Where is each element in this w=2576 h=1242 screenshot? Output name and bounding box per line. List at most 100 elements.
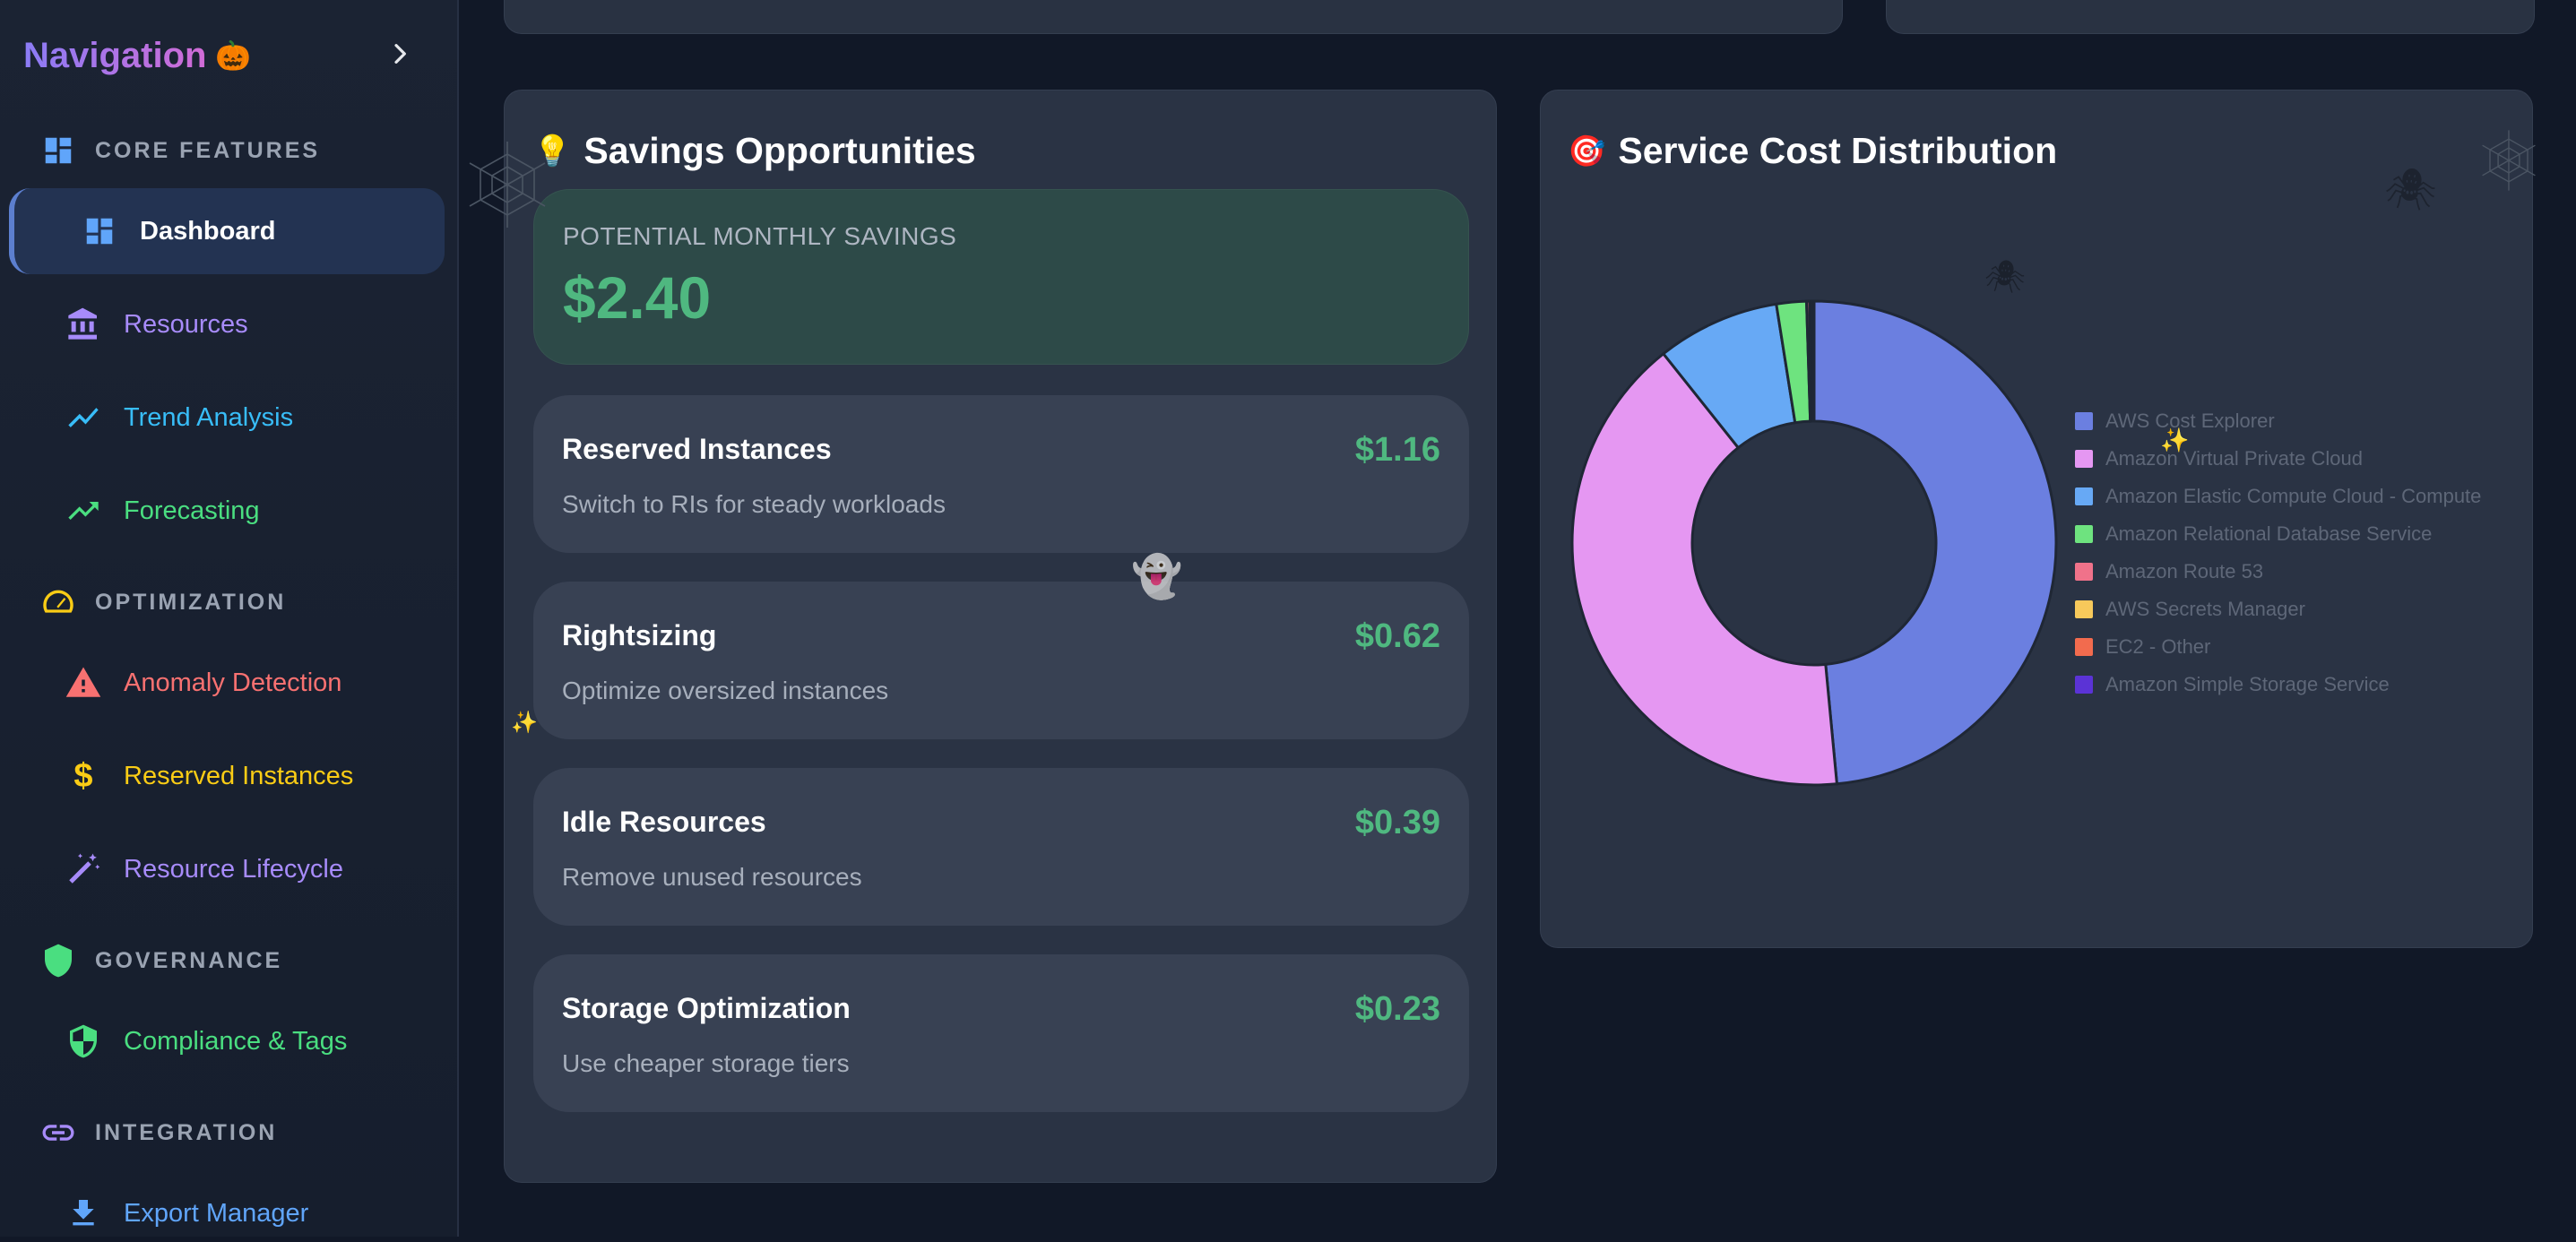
section-integration: INTEGRATION bbox=[39, 1111, 277, 1154]
legend-label: AWS Secrets Manager bbox=[2105, 598, 2305, 620]
sidebar-item-trend-analysis[interactable]: Trend Analysis bbox=[65, 389, 293, 446]
sidebar-item-dashboard[interactable]: Dashboard bbox=[9, 188, 445, 274]
opportunity-value: $0.39 bbox=[1354, 804, 1440, 841]
trend-line-icon bbox=[65, 399, 102, 436]
legend-swatch bbox=[2075, 638, 2093, 656]
opportunity-title: Reserved Instances bbox=[562, 433, 832, 465]
legend-label: Amazon Virtual Private Cloud bbox=[2105, 447, 2363, 470]
savings-card: 💡 Savings Opportunities POTENTIAL MONTHL… bbox=[504, 90, 1497, 1183]
sidebar: Navigation 🎃 CORE FEATURES Dashboard Res… bbox=[0, 0, 459, 1237]
opportunity-value: $1.16 bbox=[1354, 431, 1440, 469]
potential-savings-label: POTENTIAL MONTHLY SAVINGS bbox=[563, 222, 957, 250]
bank-icon bbox=[65, 306, 102, 343]
legend-item[interactable]: Amazon Elastic Compute Cloud - Compute bbox=[2075, 478, 2481, 515]
legend-item[interactable]: AWS Secrets Manager bbox=[2075, 591, 2481, 628]
donut-slice-1[interactable] bbox=[1570, 351, 1839, 787]
sidebar-item-compliance-tags[interactable]: Compliance & Tags bbox=[65, 1013, 347, 1070]
legend-swatch bbox=[2075, 412, 2093, 430]
top-card-left bbox=[504, 0, 1843, 34]
download-icon bbox=[65, 1195, 102, 1232]
opportunity-description: Use cheaper storage tiers bbox=[562, 1049, 850, 1077]
shield-half-icon bbox=[65, 1022, 102, 1060]
pumpkin-icon: 🎃 bbox=[215, 39, 251, 72]
sidebar-item-label: Resources bbox=[124, 309, 248, 339]
speedometer-icon bbox=[39, 583, 77, 621]
section-label: OPTIMIZATION bbox=[95, 589, 287, 615]
opportunity-value: $0.23 bbox=[1354, 990, 1440, 1028]
opportunity-reserved-instances[interactable]: Reserved Instances Switch to RIs for ste… bbox=[533, 395, 1469, 553]
section-core-features: CORE FEATURES bbox=[39, 129, 320, 172]
sidebar-title: Navigation bbox=[23, 32, 206, 79]
potential-savings-value: $2.40 bbox=[563, 264, 712, 331]
ghost-icon: 👻 bbox=[1131, 553, 1183, 599]
legend-label: Amazon Simple Storage Service bbox=[2105, 673, 2390, 695]
shield-icon bbox=[39, 942, 77, 979]
top-card-right bbox=[1886, 0, 2535, 34]
spider-icon: 🕷 bbox=[1984, 258, 2026, 295]
magic-wand-icon bbox=[65, 850, 102, 888]
potential-savings-panel: POTENTIAL MONTHLY SAVINGS $2.40 bbox=[533, 189, 1469, 365]
opportunity-storage-optimization[interactable]: Storage Optimization Use cheaper storage… bbox=[533, 954, 1469, 1112]
distribution-title-text: Service Cost Distribution bbox=[1618, 130, 2058, 171]
legend-swatch bbox=[2075, 600, 2093, 618]
savings-title: 💡 Savings Opportunities bbox=[533, 130, 976, 172]
section-label: INTEGRATION bbox=[95, 1119, 278, 1145]
legend-label: Amazon Relational Database Service bbox=[2105, 522, 2433, 545]
opportunity-title: Rightsizing bbox=[562, 619, 717, 651]
opportunity-rightsizing[interactable]: Rightsizing Optimize oversized instances… bbox=[533, 582, 1469, 739]
sidebar-item-label: Dashboard bbox=[140, 216, 276, 246]
opportunity-title: Storage Optimization bbox=[562, 992, 851, 1024]
sidebar-item-anomaly-detection[interactable]: Anomaly Detection bbox=[65, 654, 341, 712]
savings-title-text: Savings Opportunities bbox=[583, 130, 976, 171]
opportunity-idle-resources[interactable]: Idle Resources Remove unused resources $… bbox=[533, 768, 1469, 926]
spiderweb-icon bbox=[2482, 130, 2536, 191]
donut-slice-0[interactable] bbox=[1812, 299, 2058, 786]
chart-legend: AWS Cost Explorer Amazon Virtual Private … bbox=[2075, 402, 2481, 703]
sidebar-item-resources[interactable]: Resources bbox=[65, 296, 248, 353]
legend-swatch bbox=[2075, 450, 2093, 468]
sparkle-icon: ✨ bbox=[2160, 427, 2190, 453]
legend-label: Amazon Route 53 bbox=[2105, 560, 2264, 582]
spiderweb-icon bbox=[469, 142, 546, 228]
legend-item[interactable]: Amazon Route 53 bbox=[2075, 553, 2481, 591]
dollar-icon: $ bbox=[73, 756, 93, 795]
legend-swatch bbox=[2075, 487, 2093, 505]
legend-item[interactable]: Amazon Simple Storage Service bbox=[2075, 666, 2481, 703]
target-icon: 🎯 bbox=[1568, 134, 1606, 168]
opportunity-value: $0.62 bbox=[1354, 617, 1440, 655]
sidebar-item-reserved-instances[interactable]: $ Reserved Instances bbox=[65, 747, 353, 805]
sidebar-item-export-manager[interactable]: Export Manager bbox=[65, 1185, 308, 1242]
legend-swatch bbox=[2075, 525, 2093, 543]
section-governance: GOVERNANCE bbox=[39, 939, 282, 982]
lightbulb-icon: 💡 bbox=[533, 134, 572, 168]
sidebar-item-resource-lifecycle[interactable]: Resource Lifecycle bbox=[65, 841, 343, 898]
donut-slice-7[interactable] bbox=[1811, 299, 1816, 423]
opportunity-description: Optimize oversized instances bbox=[562, 677, 889, 704]
legend-item[interactable]: EC2 - Other bbox=[2075, 628, 2481, 666]
opportunity-title: Idle Resources bbox=[562, 806, 766, 838]
opportunity-description: Remove unused resources bbox=[562, 863, 862, 891]
distribution-title: 🎯 Service Cost Distribution bbox=[1568, 130, 2057, 172]
sidebar-item-label: Trend Analysis bbox=[124, 402, 294, 432]
distribution-card: 🎯 Service Cost Distribution AWS Cost Exp… bbox=[1540, 90, 2533, 948]
sidebar-item-forecasting[interactable]: Forecasting bbox=[65, 482, 260, 539]
sidebar-item-label: Compliance & Tags bbox=[124, 1026, 348, 1056]
sidebar-item-label: Forecasting bbox=[124, 496, 260, 525]
service-cost-donut-chart[interactable] bbox=[1568, 297, 2061, 789]
section-optimization: OPTIMIZATION bbox=[39, 581, 286, 624]
dashboard-icon bbox=[81, 212, 118, 250]
sidebar-item-label: Reserved Instances bbox=[124, 761, 354, 790]
legend-item[interactable]: AWS Cost Explorer bbox=[2075, 402, 2481, 440]
sparkle-icon: ✨ bbox=[511, 711, 538, 735]
link-icon bbox=[39, 1114, 77, 1151]
trending-up-icon bbox=[65, 492, 102, 530]
legend-item[interactable]: Amazon Virtual Private Cloud bbox=[2075, 440, 2481, 478]
spider-icon: 🕷 bbox=[2384, 166, 2437, 212]
legend-item[interactable]: Amazon Relational Database Service bbox=[2075, 515, 2481, 553]
section-label: CORE FEATURES bbox=[95, 137, 321, 163]
sidebar-item-label: Resource Lifecycle bbox=[124, 854, 343, 884]
legend-swatch bbox=[2075, 563, 2093, 581]
chevron-right-icon[interactable] bbox=[385, 39, 414, 68]
legend-label: EC2 - Other bbox=[2105, 635, 2211, 658]
legend-swatch bbox=[2075, 676, 2093, 694]
